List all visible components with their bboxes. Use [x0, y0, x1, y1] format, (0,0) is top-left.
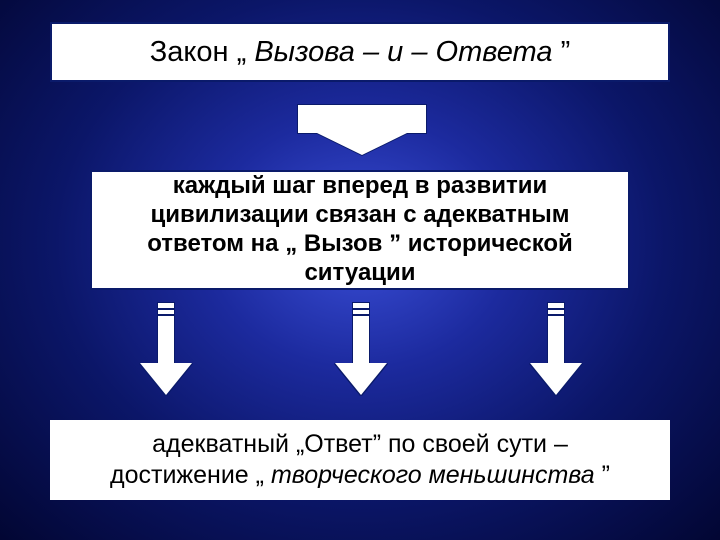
arrow-shaft: [352, 302, 370, 364]
arrow-down-2: [335, 302, 387, 395]
arrow-down-big: [297, 104, 427, 155]
bottom-text: адекватный „Ответ” по своей сути – дости…: [110, 429, 610, 492]
bottom-line2-suffix: ”: [595, 461, 610, 489]
title-box: Закон „ Вызова – и – Ответа ”: [50, 22, 670, 82]
arrow-down-1: [140, 302, 192, 395]
arrow-shaft: [547, 302, 565, 364]
arrow-shaft: [297, 104, 427, 134]
bottom-box: адекватный „Ответ” по своей сути – дости…: [50, 420, 670, 500]
arrow-shaft: [157, 302, 175, 364]
bottom-line1: адекватный „Ответ” по своей сути –: [152, 430, 568, 458]
arrow-head-icon: [317, 133, 407, 155]
middle-box: каждый шаг вперед в развитии цивилизации…: [90, 170, 630, 290]
title-italic: Вызова – и – Ответа: [254, 36, 552, 68]
middle-text: каждый шаг вперед в развитии цивилизации…: [112, 172, 608, 287]
bottom-line2-italic: творческого меньшинства: [271, 461, 595, 489]
arrow-down-3: [530, 302, 582, 395]
arrow-head-icon: [530, 363, 582, 395]
arrow-head-icon: [335, 363, 387, 395]
title-prefix: Закон „: [150, 36, 255, 68]
arrow-head-icon: [140, 363, 192, 395]
title-text: Закон „ Вызова – и – Ответа ”: [150, 36, 570, 69]
bottom-line2-prefix: достижение „: [110, 461, 271, 489]
title-suffix: ”: [553, 36, 571, 68]
